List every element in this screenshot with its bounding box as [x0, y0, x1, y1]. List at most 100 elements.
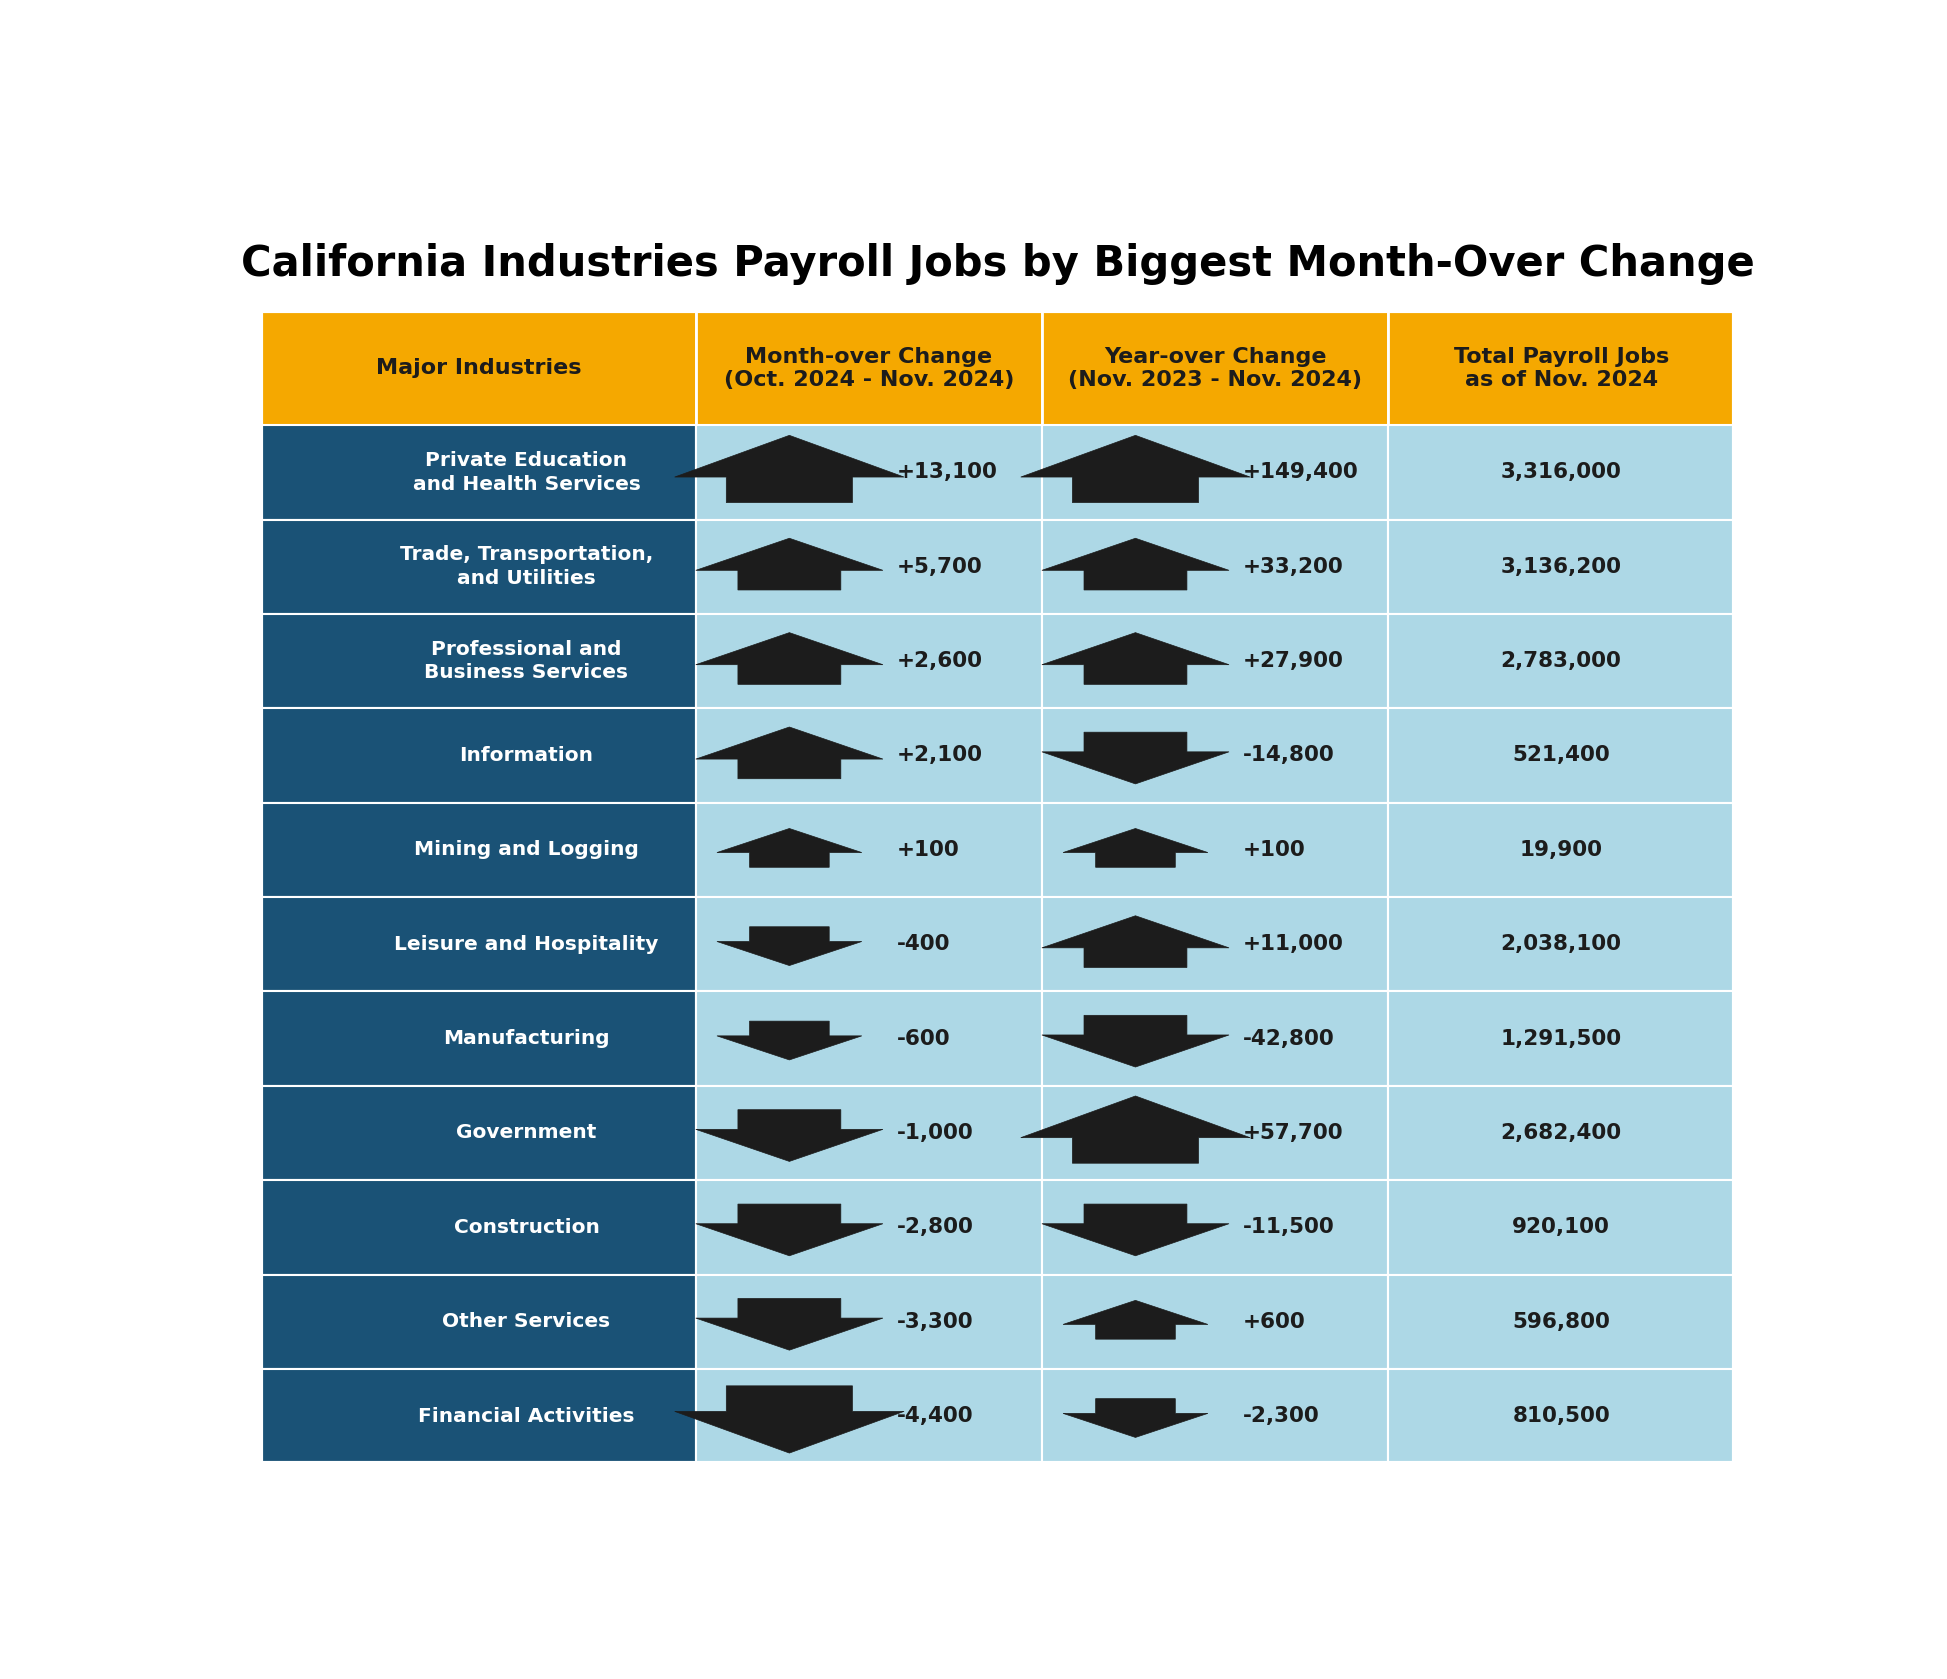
Text: -11,500: -11,500: [1242, 1217, 1334, 1237]
Text: +2,600: +2,600: [898, 651, 983, 672]
Polygon shape: [676, 1385, 903, 1452]
Text: Month-over Change
(Oct. 2024 - Nov. 2024): Month-over Change (Oct. 2024 - Nov. 2024…: [724, 346, 1014, 390]
Bar: [1388, 425, 1735, 519]
Bar: [695, 1086, 1042, 1180]
Bar: [695, 311, 1042, 425]
Bar: [695, 1368, 1042, 1464]
Polygon shape: [1042, 732, 1229, 784]
Bar: [1388, 1086, 1735, 1180]
Text: 2,682,400: 2,682,400: [1501, 1123, 1622, 1143]
Bar: [1042, 1274, 1388, 1368]
Text: Manufacturing: Manufacturing: [444, 1029, 609, 1048]
Bar: [1042, 519, 1388, 615]
Text: Information: Information: [459, 745, 594, 766]
Bar: [1042, 1086, 1388, 1180]
Polygon shape: [1042, 633, 1229, 685]
Polygon shape: [695, 539, 882, 589]
Text: +57,700: +57,700: [1242, 1123, 1343, 1143]
Text: +27,900: +27,900: [1242, 651, 1343, 672]
Bar: [1388, 1180, 1735, 1274]
Polygon shape: [716, 927, 863, 965]
Bar: [1388, 311, 1735, 425]
Bar: [1042, 991, 1388, 1086]
Bar: [261, 991, 695, 1086]
Text: 19,900: 19,900: [1521, 840, 1602, 860]
Text: -4,400: -4,400: [898, 1405, 974, 1425]
Text: 1,291,500: 1,291,500: [1501, 1029, 1622, 1049]
Text: 810,500: 810,500: [1513, 1405, 1610, 1425]
Bar: [261, 311, 695, 425]
Text: Trade, Transportation,
and Utilities: Trade, Transportation, and Utilities: [399, 546, 652, 588]
Bar: [261, 709, 695, 803]
Bar: [1042, 615, 1388, 709]
Text: -400: -400: [898, 934, 950, 954]
Bar: [1042, 897, 1388, 991]
Text: Mining and Logging: Mining and Logging: [415, 840, 639, 860]
Bar: [1388, 991, 1735, 1086]
Polygon shape: [695, 1110, 882, 1162]
Bar: [261, 1274, 695, 1368]
Text: +11,000: +11,000: [1242, 934, 1343, 954]
Bar: [1042, 1368, 1388, 1464]
Text: 3,136,200: 3,136,200: [1501, 557, 1622, 576]
Bar: [1388, 709, 1735, 803]
Text: 596,800: 596,800: [1513, 1311, 1610, 1331]
Polygon shape: [1042, 539, 1229, 589]
Text: -2,300: -2,300: [1242, 1405, 1320, 1425]
Text: 2,783,000: 2,783,000: [1501, 651, 1622, 672]
Bar: [261, 1368, 695, 1464]
Bar: [261, 425, 695, 519]
Text: -600: -600: [898, 1029, 950, 1049]
Text: -14,800: -14,800: [1242, 745, 1334, 766]
Polygon shape: [695, 633, 882, 685]
Bar: [1042, 311, 1388, 425]
Text: +33,200: +33,200: [1242, 557, 1343, 576]
Text: 2,038,100: 2,038,100: [1501, 934, 1622, 954]
Bar: [261, 803, 695, 897]
Bar: [261, 1180, 695, 1274]
Text: Leisure and Hospitality: Leisure and Hospitality: [395, 935, 658, 954]
Bar: [1042, 709, 1388, 803]
Text: -42,800: -42,800: [1242, 1029, 1334, 1049]
Bar: [1042, 425, 1388, 519]
Text: -2,800: -2,800: [898, 1217, 974, 1237]
Text: -3,300: -3,300: [898, 1311, 974, 1331]
Bar: [695, 709, 1042, 803]
Bar: [695, 991, 1042, 1086]
Text: +100: +100: [1242, 840, 1306, 860]
Bar: [695, 1180, 1042, 1274]
Bar: [261, 615, 695, 709]
Text: Other Services: Other Services: [442, 1313, 611, 1331]
Bar: [695, 615, 1042, 709]
Polygon shape: [676, 435, 903, 502]
Bar: [1388, 803, 1735, 897]
Bar: [1388, 1274, 1735, 1368]
Text: 920,100: 920,100: [1513, 1217, 1610, 1237]
Text: +2,100: +2,100: [898, 745, 983, 766]
Polygon shape: [1042, 1204, 1229, 1256]
Text: Year-over Change
(Nov. 2023 - Nov. 2024): Year-over Change (Nov. 2023 - Nov. 2024): [1069, 346, 1363, 390]
Text: 521,400: 521,400: [1513, 745, 1610, 766]
Text: 3,316,000: 3,316,000: [1501, 462, 1622, 482]
Polygon shape: [695, 1298, 882, 1350]
Bar: [261, 311, 1735, 1464]
Polygon shape: [1020, 1096, 1250, 1164]
Text: +13,100: +13,100: [898, 462, 997, 482]
Text: +100: +100: [898, 840, 960, 860]
Bar: [1388, 615, 1735, 709]
Bar: [1042, 803, 1388, 897]
Polygon shape: [1063, 1399, 1207, 1437]
Bar: [695, 803, 1042, 897]
Polygon shape: [1020, 435, 1250, 502]
Bar: [1388, 897, 1735, 991]
Bar: [695, 519, 1042, 615]
Text: California Industries Payroll Jobs by Biggest Month-Over Change: California Industries Payroll Jobs by Bi…: [241, 243, 1754, 285]
Text: Government: Government: [456, 1123, 596, 1142]
Polygon shape: [1042, 1016, 1229, 1068]
Polygon shape: [1042, 915, 1229, 967]
Text: Construction: Construction: [454, 1217, 600, 1237]
Bar: [261, 1086, 695, 1180]
Text: Professional and
Business Services: Professional and Business Services: [424, 640, 629, 682]
Text: +5,700: +5,700: [898, 557, 983, 576]
Bar: [695, 425, 1042, 519]
